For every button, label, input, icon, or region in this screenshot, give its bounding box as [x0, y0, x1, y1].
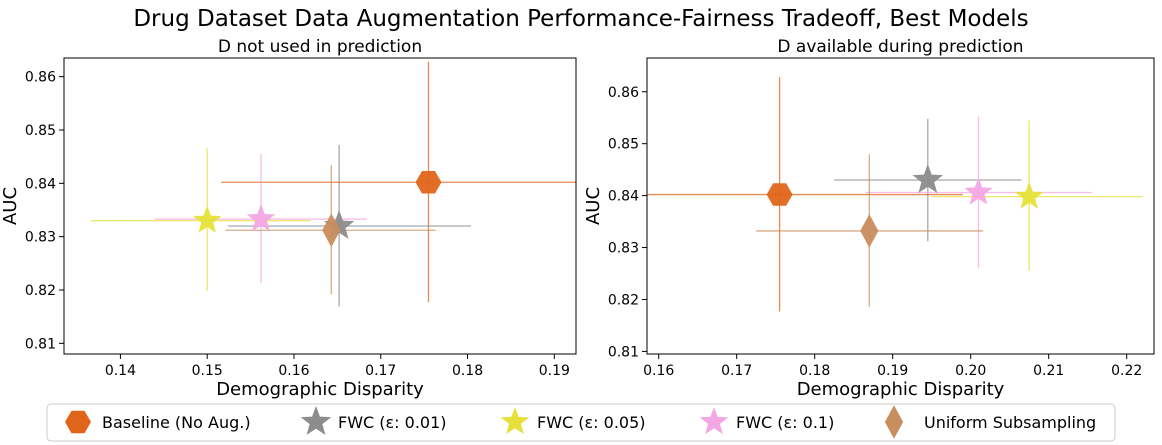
legend: Baseline (No Aug.) FWC (ε: 0.01) FWC (ε: 0… — [46, 403, 1116, 442]
y-tick-label: 0.86 — [25, 70, 56, 86]
chart-right-ylabel: AUC — [583, 187, 604, 225]
legend-marker-baseline-no-aug — [65, 410, 91, 434]
y-tick-label: 0.84 — [25, 176, 56, 192]
x-tick-label: 0.19 — [539, 363, 570, 379]
legend-label-uniform-subsampling: Uniform Subsampling — [924, 413, 1096, 432]
point-fwc-eps-0-01 — [323, 210, 355, 239]
y-tick-label: 0.83 — [25, 230, 56, 246]
point-baseline-no-aug — [766, 183, 793, 206]
point-baseline-no-aug — [415, 171, 442, 194]
x-tick-label: 0.16 — [278, 363, 309, 379]
x-tick-label: 0.21 — [1033, 363, 1064, 379]
chart-right-xlabel: Demographic Disparity — [797, 379, 1005, 400]
x-tick-label: 0.20 — [955, 363, 986, 379]
x-tick-label: 0.15 — [192, 363, 223, 379]
point-fwc-eps-0-05 — [192, 205, 222, 233]
legend-label-fwc-eps-0-05: FWC (ε: 0.05) — [537, 413, 646, 432]
x-tick-label: 0.18 — [452, 363, 483, 379]
chart-right: D available during prediction Demographi… — [583, 37, 1155, 400]
y-tick-label: 0.82 — [25, 283, 56, 299]
chart-left-xlabel: Demographic Disparity — [216, 379, 424, 400]
legend-marker-fwc-eps-0-05 — [500, 407, 530, 435]
point-fwc-eps-0-05 — [1014, 181, 1044, 209]
legend-marker-fwc-eps-0-01 — [300, 406, 332, 435]
point-fwc-eps-0-1 — [246, 204, 276, 232]
axes-frame — [63, 57, 577, 355]
x-tick-label: 0.14 — [105, 363, 136, 379]
y-tick-label: 0.81 — [25, 336, 56, 352]
y-tick-label: 0.84 — [608, 189, 639, 205]
point-fwc-eps-0-01 — [912, 164, 943, 193]
chart-left-title: D not used in prediction — [218, 37, 422, 57]
x-tick-label: 0.22 — [1111, 363, 1142, 379]
point-uniform-subsampling — [322, 213, 341, 248]
y-tick-label: 0.86 — [608, 85, 639, 101]
x-tick-label: 0.16 — [643, 363, 674, 379]
chart-right-title: D available during prediction — [777, 37, 1023, 57]
legend-marker-uniform-subsampling — [884, 405, 904, 439]
legend-marker-fwc-eps-0-1 — [699, 407, 729, 435]
legend-label-baseline-no-aug: Baseline (No Aug.) — [102, 413, 251, 432]
x-tick-label: 0.18 — [799, 363, 830, 379]
y-tick-label: 0.82 — [608, 292, 639, 308]
point-fwc-eps-0-1 — [964, 177, 993, 205]
chart-left-ylabel: AUC — [0, 187, 21, 225]
y-tick-label: 0.83 — [608, 241, 639, 257]
chart-left: D not used in prediction Demographic Dis… — [0, 37, 577, 400]
x-tick-label: 0.17 — [721, 363, 752, 379]
point-uniform-subsampling — [860, 214, 879, 248]
y-tick-label: 0.85 — [608, 137, 639, 153]
y-tick-label: 0.81 — [608, 344, 639, 360]
legend-label-fwc-eps-0-01: FWC (ε: 0.01) — [338, 413, 447, 432]
x-tick-label: 0.17 — [365, 363, 396, 379]
figure-title: Drug Dataset Data Augmentation Performan… — [133, 6, 1028, 32]
axes-frame — [646, 57, 1155, 355]
y-tick-label: 0.85 — [25, 123, 56, 139]
x-tick-label: 0.19 — [877, 363, 908, 379]
legend-label-fwc-eps-0-1: FWC (ε: 0.1) — [736, 413, 834, 432]
